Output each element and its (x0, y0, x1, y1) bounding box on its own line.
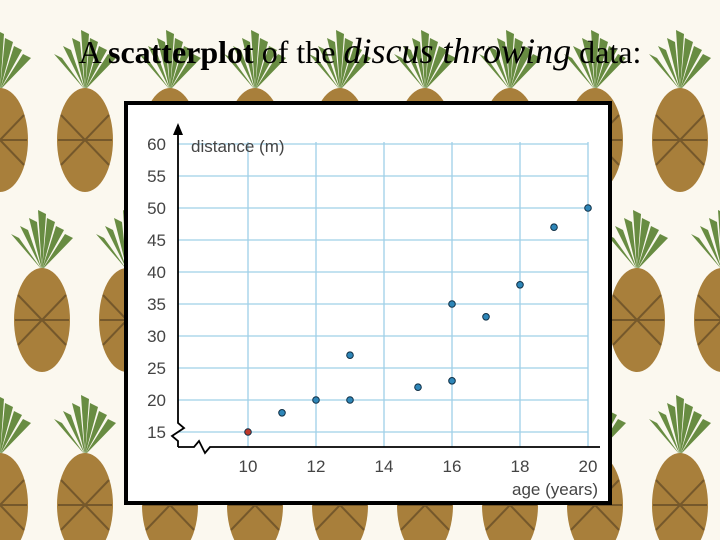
pineapple-icon (649, 30, 711, 192)
data-point (550, 223, 558, 231)
tick-labels: 15 20 25 30 35 40 45 50 55 60 10 12 14 16 18 20 (147, 135, 597, 476)
x-tick-label: 12 (307, 457, 326, 476)
y-tick-label: 60 (147, 135, 166, 154)
y-tick-label: 25 (147, 359, 166, 378)
data-point (516, 281, 524, 289)
x-tick-label: 10 (239, 457, 258, 476)
pineapple-icon (11, 210, 73, 372)
data-point (584, 204, 592, 212)
x-axis-label: age (years) (512, 480, 598, 499)
x-axis-line (178, 439, 600, 455)
data-point (346, 396, 354, 404)
x-tick-label: 20 (579, 457, 598, 476)
title-bold: scatterplot (107, 34, 254, 70)
data-point (448, 377, 456, 385)
data-points (244, 204, 592, 436)
chart-frame: 15 20 25 30 35 40 45 50 55 60 10 12 14 16 18 20 distanc… (124, 101, 612, 505)
data-point (482, 313, 490, 321)
x-tick-label: 18 (511, 457, 530, 476)
scatter-plot: 15 20 25 30 35 40 45 50 55 60 10 12 14 16 18 20 distanc… (147, 123, 600, 499)
axes (170, 123, 600, 455)
data-point (346, 351, 354, 359)
grid (178, 142, 589, 447)
data-point-highlight (244, 428, 252, 436)
x-tick-label: 16 (443, 457, 462, 476)
title-pre: A (78, 34, 108, 70)
y-axis-line (170, 125, 186, 447)
pineapple-icon (606, 210, 668, 372)
y-axis-label: distance (m) (191, 137, 285, 156)
pineapple-icon (0, 397, 31, 540)
y-tick-label: 40 (147, 263, 166, 282)
y-tick-label: 35 (147, 295, 166, 314)
y-axis-arrow (173, 123, 183, 135)
data-point (448, 300, 456, 308)
data-point (278, 409, 286, 417)
title-italic: discus throwing (343, 31, 572, 71)
pineapple-icon (54, 395, 116, 540)
y-tick-label: 15 (147, 423, 166, 442)
y-tick-label: 30 (147, 327, 166, 346)
x-tick-label: 14 (375, 457, 394, 476)
title-post: data: (571, 34, 642, 70)
pineapple-icon (649, 395, 711, 540)
y-tick-label: 20 (147, 391, 166, 410)
data-point (312, 396, 320, 404)
pineapple-icon (54, 30, 116, 192)
slide-title: A scatterplot of the discus throwing dat… (0, 30, 720, 72)
y-tick-label: 55 (147, 167, 166, 186)
y-tick-label: 45 (147, 231, 166, 250)
pineapple-icon (0, 32, 31, 192)
title-mid: of the (253, 34, 344, 70)
y-tick-label: 50 (147, 199, 166, 218)
data-point (414, 383, 422, 392)
pineapple-icon (691, 210, 720, 372)
